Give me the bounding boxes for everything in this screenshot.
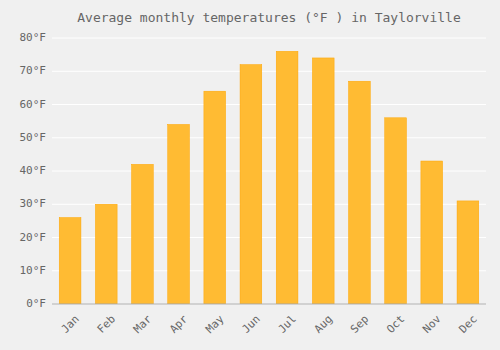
y-tick-label: 60°F	[20, 98, 47, 111]
grid-line	[52, 38, 486, 39]
x-tick-label: Nov	[420, 312, 444, 336]
bar	[421, 161, 443, 304]
bar	[240, 65, 262, 304]
x-tick-label: Jun	[239, 313, 262, 336]
bars	[59, 51, 479, 304]
title: Average monthly temperatures (°F ) in Ta…	[77, 10, 461, 25]
page: {"chart_data": {"type": "bar", "title": …	[0, 0, 500, 350]
y-tick-label: 10°F	[20, 264, 47, 277]
grid-line	[52, 104, 486, 105]
grid-line	[52, 137, 486, 138]
y-tick-label: 50°F	[20, 131, 47, 144]
x-tick-label: Jul	[276, 313, 299, 336]
grid-line	[52, 304, 486, 305]
x-tick-label: Feb	[95, 313, 118, 336]
x-tick-label: May	[203, 312, 227, 336]
y-tick-label: 0°F	[26, 297, 46, 310]
y-tick-label: 70°F	[20, 64, 47, 77]
grid-line	[52, 71, 486, 72]
y-tick-label: 20°F	[20, 231, 47, 244]
bar	[204, 91, 226, 304]
bar	[168, 124, 190, 304]
bar	[59, 218, 81, 304]
chart: 0°F 10°F 20°F 30°F 40°F 50°F 60°F 70°F 80°F Jan Fe…	[0, 0, 500, 350]
bar	[276, 51, 298, 304]
bar	[312, 58, 334, 304]
x-tick-label: Sep	[348, 313, 371, 336]
y-tick-label: 30°F	[20, 197, 47, 210]
x-tick-label: Dec	[456, 313, 479, 336]
bar	[457, 201, 479, 304]
grid	[52, 38, 486, 304]
bar	[349, 81, 371, 304]
bar	[132, 164, 154, 304]
x-tick-label: Mar	[131, 312, 155, 336]
bar	[385, 118, 407, 304]
x-tick-label: Jan	[59, 313, 82, 336]
y-tick-label: 40°F	[20, 164, 47, 177]
x-tick-label: Oct	[384, 313, 407, 336]
x-tick-label: Apr	[167, 312, 191, 336]
bar	[95, 204, 117, 304]
y-tick-label: 80°F	[20, 31, 47, 44]
x-axis-line	[52, 304, 486, 305]
x-tick-label: Aug	[312, 313, 335, 336]
